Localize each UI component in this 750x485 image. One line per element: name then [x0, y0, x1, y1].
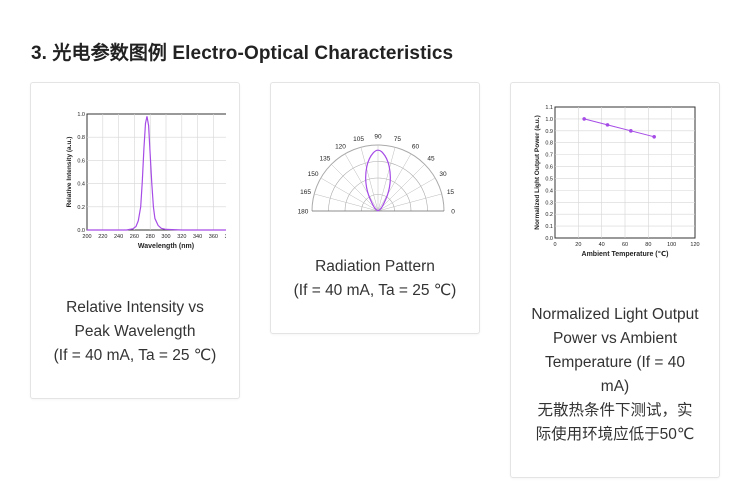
polar-spoke: [377, 147, 396, 212]
caption-line: Power vs Ambient: [552, 330, 678, 347]
caption-line: Temperature (If = 40: [545, 354, 685, 371]
x-tick-label: 280: [146, 234, 155, 240]
card-caption: Normalized Light Output Power vs Ambient…: [511, 303, 719, 447]
y-tick-label: 0.4: [77, 182, 85, 188]
card-caption: Radiation Pattern (If = 40 mA, Ta = 25 ℃…: [271, 255, 479, 303]
caption-line: (If = 40 mA, Ta = 25 ℃): [53, 347, 217, 364]
plot-frame: [86, 113, 226, 231]
x-tick-label: 200: [82, 234, 91, 240]
x-tick-label: 0: [553, 242, 556, 248]
x-tick-label: 340: [193, 234, 202, 240]
x-tick-label: 360: [209, 234, 218, 240]
radiation-lobe: [365, 149, 391, 212]
polar-spoke: [360, 147, 379, 212]
caption-line: 无散热条件下测试，实: [537, 402, 693, 419]
chart-card-radiation: 0 15 30 45 60 75 90 105 120 135 150 165 180 Radiatio…: [270, 82, 480, 334]
polar-spoke: [331, 164, 379, 212]
caption-line: Normalized Light Output: [531, 306, 699, 323]
angle-label: 120: [335, 144, 346, 151]
angle-label: 45: [427, 155, 435, 162]
polar-spoke: [314, 193, 379, 212]
x-tick-label: 260: [130, 234, 139, 240]
polar-spoke: [377, 177, 436, 212]
data-point: [582, 117, 586, 121]
angle-label: 135: [320, 155, 331, 162]
spectrum-line: [87, 116, 226, 231]
polar-spoke: [344, 153, 379, 212]
y-tick-label: 0.4: [545, 188, 553, 194]
y-tick-label: 0.0: [545, 236, 553, 242]
y-tick-label: 1.0: [77, 112, 85, 118]
y-tick-label: 0.6: [77, 158, 85, 164]
y-tick-label: 0.5: [545, 176, 553, 182]
card-caption: Relative Intensity vs Peak Wavelength (I…: [31, 296, 239, 368]
angle-label: 165: [300, 189, 311, 196]
x-axis-label: Wavelength (nm): [138, 243, 194, 250]
x-tick-label: 80: [645, 242, 651, 248]
y-tick-label: 0.8: [77, 135, 85, 141]
caption-line: Radiation Pattern: [315, 258, 435, 275]
x-tick-label: 100: [667, 242, 676, 248]
wavelength-chart: 2002202402602803003203403603804000.00.20…: [66, 112, 226, 250]
chart-card-temperature: 0 20 40 60 80 100 120 0.0 0.1 0.2 0.3 0.4 0.5 0.6 0.7 0…: [510, 82, 720, 478]
caption-line: Relative Intensity vs: [66, 299, 204, 316]
x-tick-label: 220: [98, 234, 107, 240]
angle-label: 30: [439, 171, 447, 178]
output-line: [584, 118, 655, 138]
data-point: [629, 129, 633, 133]
y-tick-label: 1.1: [545, 105, 553, 111]
y-axis-label: Relative Intensity (a.u.): [66, 137, 73, 208]
temperature-chart: 0 20 40 60 80 100 120 0.0 0.1 0.2 0.3 0.4 0.5 0.6 0.7 0…: [534, 105, 700, 258]
caption-line: 际使用环境应低于50℃: [535, 426, 695, 443]
x-tick-label: 40: [599, 242, 605, 248]
x-tick-label: 320: [177, 234, 186, 240]
caption-line: Peak Wavelength: [74, 323, 196, 340]
x-tick-label: 20: [575, 242, 581, 248]
angle-label: 75: [394, 136, 402, 143]
angle-label: 180: [298, 209, 309, 216]
y-tick-label: 0.1: [545, 224, 553, 230]
section-heading: 3. 光电参数图例 Electro-Optical Characteristic…: [31, 43, 454, 64]
y-tick-label: 0.3: [545, 200, 553, 206]
angle-label: 90: [374, 134, 382, 141]
y-tick-label: 1.0: [545, 117, 553, 123]
polar-spoke: [320, 177, 379, 212]
polar-spoke: [377, 193, 442, 212]
angle-label: 105: [353, 136, 364, 143]
y-axis-label: Normalized Light Output Power (a.u.): [534, 115, 541, 229]
x-tick-label: 380: [225, 234, 226, 240]
caption-line: mA): [600, 378, 630, 395]
y-tick-label: 0.8: [545, 141, 553, 147]
y-tick-label: 0.6: [545, 165, 553, 171]
angle-label: 0: [451, 209, 455, 216]
y-tick-label: 0.7: [545, 153, 553, 159]
data-point: [605, 123, 610, 127]
angle-label: 60: [412, 144, 420, 151]
radiation-pattern-chart: 0 15 30 45 60 75 90 105 120 135 150 165 180: [298, 134, 456, 216]
chart-card-wavelength: 2002202402602803003203403603804000.00.20…: [30, 82, 240, 399]
y-tick-label: 0.2: [545, 212, 553, 218]
x-tick-label: 300: [161, 234, 170, 240]
angle-label: 15: [447, 189, 455, 196]
y-tick-label: 0.0: [77, 228, 85, 234]
x-tick-label: 60: [622, 242, 628, 248]
x-axis-label: Ambient Temperature (℃): [582, 250, 669, 258]
x-tick-label: 120: [690, 242, 699, 248]
x-tick-label: 240: [114, 234, 123, 240]
angle-label: 150: [308, 171, 319, 178]
caption-line: (If = 40 mA, Ta = 25 ℃): [293, 282, 457, 299]
y-tick-label: 0.9: [545, 129, 553, 135]
polar-spoke: [377, 153, 412, 212]
data-point: [652, 134, 656, 139]
y-tick-label: 0.2: [77, 205, 85, 211]
polar-spoke: [377, 164, 425, 212]
